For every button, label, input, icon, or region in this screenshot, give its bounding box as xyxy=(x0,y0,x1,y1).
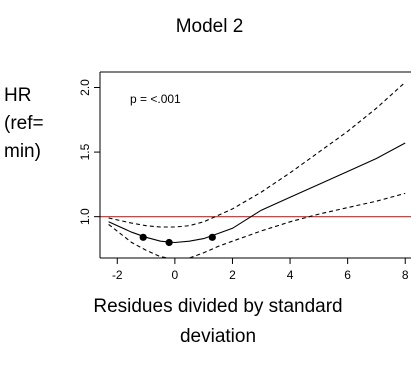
series-lower-ci xyxy=(108,192,406,258)
y-tick-label: 1.5 xyxy=(78,143,92,160)
x-axis-label-line-1: Residues divided by standard xyxy=(93,296,343,317)
chart-title: Model 2 xyxy=(175,16,244,37)
data-point xyxy=(139,233,147,241)
y-axis-label-line-3: min) xyxy=(4,141,41,162)
x-tick-label: 8 xyxy=(402,268,409,282)
y-tick-label: 1.0 xyxy=(78,208,92,225)
x-axis-label: Residues divided by standard deviation xyxy=(48,292,388,352)
p-value-annotation: p = <.001 xyxy=(130,92,181,106)
y-axis-label: HR (ref= min) xyxy=(4,82,84,166)
x-tick-label: 4 xyxy=(287,268,294,282)
x-tick-label: 0 xyxy=(172,268,179,282)
x-tick-label: -2 xyxy=(112,268,123,282)
series-upper-ci xyxy=(108,81,406,228)
y-axis-label-line-2: (ref= xyxy=(4,113,44,134)
series-estimate xyxy=(108,142,406,244)
data-point xyxy=(208,233,216,241)
data-point xyxy=(165,238,173,247)
y-tick-label: 2.0 xyxy=(78,79,92,96)
x-tick-label: 6 xyxy=(344,268,351,282)
x-tick-label: 2 xyxy=(229,268,236,282)
y-axis-label-line-1: HR xyxy=(4,85,32,106)
plot-content xyxy=(100,81,411,258)
x-axis-label-line-2: deviation xyxy=(179,326,257,347)
axes-group: p = <.001 -2 0 2 4 6 8 1.0 1.5 2.0 xyxy=(78,71,411,282)
